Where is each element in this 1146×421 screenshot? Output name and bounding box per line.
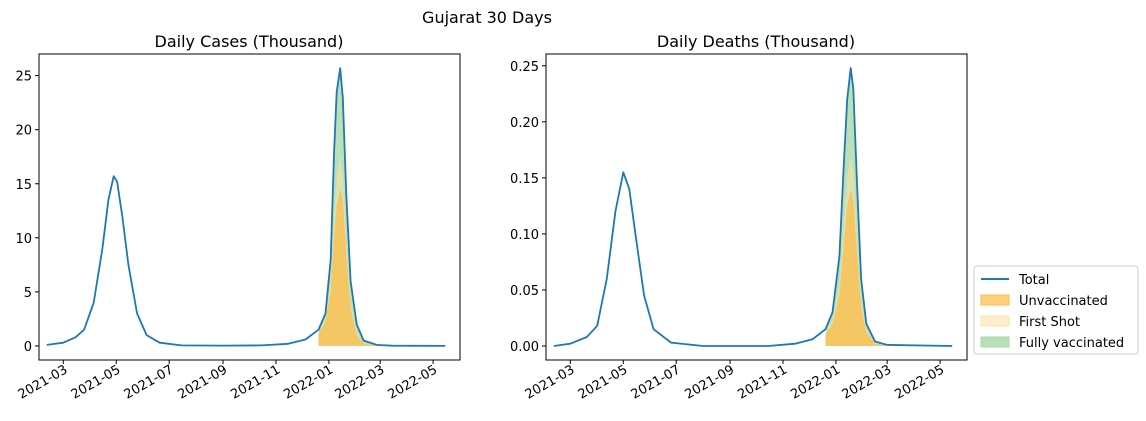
cases-x-tick-label: 2021-11	[228, 362, 283, 402]
cases-y-tick-label: 20	[15, 124, 32, 139]
deaths-x-tick-label: 2021-03	[523, 362, 578, 402]
cases-title: Daily Cases (Thousand)	[155, 32, 344, 51]
legend-fully-vaccinated-swatch	[980, 336, 1010, 348]
figure-title: Gujarat 30 Days	[422, 8, 552, 27]
deaths-y-tick-label: 0.00	[510, 340, 539, 355]
legend-total-label: Total	[1018, 273, 1049, 288]
deaths-y-tick-label: 0.25	[510, 60, 539, 75]
cases-y-tick-label: 5	[24, 286, 32, 301]
cases-x-tick-label: 2022-03	[333, 362, 388, 402]
deaths-y-tick-label: 0.15	[510, 172, 539, 187]
deaths-x-tick-label: 2021-09	[682, 362, 737, 402]
deaths-axes-frame	[545, 53, 968, 361]
deaths-x-tick-label: 2021-07	[629, 362, 684, 402]
legend-box	[973, 265, 1139, 355]
deaths-y-tick-label: 0.05	[510, 284, 539, 299]
cases-total-line	[46, 67, 446, 347]
deaths-y-tick-label: 0.10	[510, 228, 539, 243]
legend-fully-vaccinated-label: Fully vaccinated	[1019, 336, 1124, 351]
legend-unvaccinated-swatch	[980, 294, 1010, 306]
cases-y-tick-label: 25	[15, 70, 32, 85]
cases-x-tick-label: 2021-03	[16, 362, 71, 402]
deaths-unvaccinated-area	[825, 189, 888, 346]
cases-x-tick-label: 2021-05	[69, 362, 124, 402]
cases-x-tick-label: 2021-07	[122, 362, 177, 402]
deaths-x-tick-label: 2021-05	[576, 362, 631, 402]
deaths-x-tick-label: 2022-03	[840, 362, 895, 402]
cases-plot-area	[46, 67, 446, 347]
deaths-x-tick-label: 2021-11	[735, 362, 790, 402]
cases-x-tick-label: 2022-05	[386, 362, 441, 402]
deaths-panel: Daily Deaths (Thousand) 0.00 0.05 0.10 0.15…	[510, 32, 968, 403]
deaths-x-tick-label: 2022-01	[788, 362, 843, 402]
deaths-title: Daily Deaths (Thousand)	[657, 32, 855, 51]
cases-x-tick-label: 2022-01	[281, 362, 336, 402]
cases-y-tick-label: 15	[15, 178, 32, 193]
cases-y-tick-label: 0	[24, 340, 32, 355]
deaths-plot-area	[553, 67, 953, 347]
legend-first-shot-swatch	[980, 315, 1010, 327]
legend: Total Unvaccinated First Shot Fully vaccina…	[973, 265, 1139, 355]
cases-axes-frame	[38, 53, 461, 361]
cases-panel: Daily Cases (Thousand) 0 5 10 15 20 25 2021-03…	[15, 32, 461, 403]
deaths-y-tick-label: 0.20	[510, 116, 539, 131]
deaths-x-tick-label: 2022-05	[893, 362, 948, 402]
cases-x-tick-label: 2021-09	[175, 362, 230, 402]
cases-unvaccinated-area	[318, 189, 393, 346]
deaths-total-line	[553, 67, 953, 347]
legend-first-shot-label: First Shot	[1019, 315, 1080, 330]
legend-unvaccinated-label: Unvaccinated	[1019, 294, 1108, 309]
cases-y-tick-label: 10	[15, 232, 32, 247]
